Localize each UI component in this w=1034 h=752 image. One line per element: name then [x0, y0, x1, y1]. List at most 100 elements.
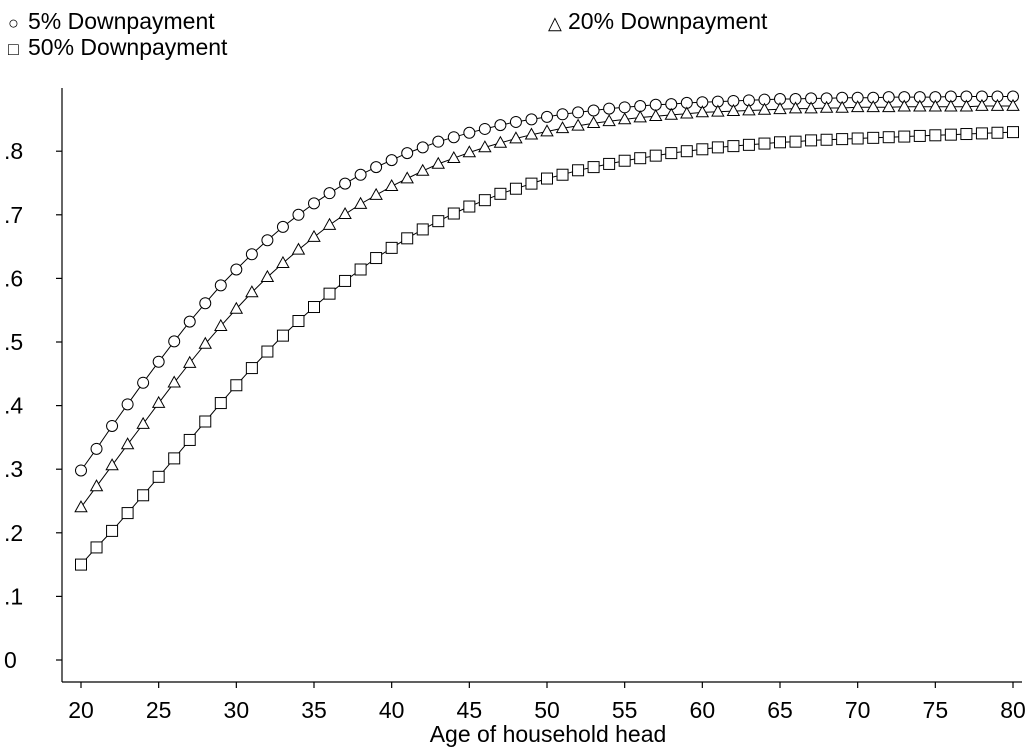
data-point-square: [696, 143, 709, 156]
data-point-triangle: [602, 114, 616, 127]
data-point-square: [541, 172, 553, 185]
data-point-circle: [199, 297, 212, 310]
data-point-circle: [603, 102, 616, 115]
data-point-square: [789, 135, 802, 148]
data-point-square: [106, 524, 119, 537]
x-tick-label: 20: [68, 697, 94, 723]
y-tick-label: .2: [4, 520, 23, 546]
data-point-circle: [106, 419, 119, 432]
data-point-square: [882, 131, 895, 144]
legend-label-50pct: 50% Downpayment: [28, 34, 228, 60]
y-tick-label: 0: [4, 647, 17, 673]
data-point-triangle: [462, 145, 477, 158]
x-tick-label: 50: [534, 697, 560, 723]
x-tick-label: 40: [379, 697, 405, 723]
data-point-triangle: [928, 99, 943, 112]
x-tick-label: 55: [612, 697, 638, 723]
data-point-square: [649, 149, 662, 162]
data-point-square: [509, 182, 522, 195]
data-point-square: [913, 129, 926, 142]
data-point-circle: [618, 101, 631, 114]
data-point-triangle: [680, 106, 694, 119]
data-point-circle: [416, 141, 429, 154]
data-point-circle: [75, 464, 87, 477]
data-point-triangle: [1006, 98, 1020, 111]
legend-item-50pct: □ 50% Downpayment: [8, 34, 227, 62]
data-point-circle: [308, 197, 320, 210]
x-tick-label: 70: [845, 697, 871, 723]
data-point-circle: [572, 106, 585, 119]
data-point-square: [432, 215, 445, 228]
data-point-circle: [261, 234, 274, 247]
data-point-triangle: [726, 103, 741, 116]
data-point-square: [385, 241, 398, 254]
square-marker-icon: □: [8, 39, 19, 59]
triangle-marker-icon: △: [548, 13, 562, 33]
data-point-triangle: [524, 127, 539, 140]
data-point-square: [245, 362, 258, 375]
circle-marker-icon: ○: [8, 13, 19, 33]
data-point-triangle: [509, 131, 523, 144]
legend-label-5pct: 5% Downpayment: [28, 8, 215, 34]
data-point-triangle: [555, 121, 570, 134]
data-point-circle: [634, 100, 647, 113]
x-tick-label: 60: [690, 697, 716, 723]
data-point-circle: [323, 187, 336, 200]
data-point-triangle: [881, 100, 896, 113]
data-point-square: [820, 133, 833, 146]
data-point-square: [308, 301, 320, 314]
data-point-circle: [276, 220, 289, 233]
y-tick-label: .5: [4, 329, 23, 355]
data-point-square: [556, 168, 569, 181]
data-point-square: [742, 138, 755, 151]
data-point-circle: [121, 398, 134, 411]
data-point-circle: [137, 376, 150, 389]
data-point-triangle: [322, 217, 337, 230]
data-point-triangle: [571, 118, 585, 131]
data-point-square: [851, 132, 864, 145]
x-tick-label: 45: [457, 697, 483, 723]
x-tick-label: 25: [146, 697, 172, 723]
data-point-triangle: [369, 187, 383, 200]
y-tick-label: .8: [4, 138, 23, 164]
data-point-square: [75, 558, 87, 571]
data-point-square: [587, 161, 600, 174]
data-point-circle: [525, 113, 538, 126]
data-point-triangle: [540, 124, 554, 137]
data-point-circle: [385, 154, 398, 167]
data-point-triangle: [276, 255, 290, 268]
data-point-triangle: [664, 107, 679, 120]
data-point-triangle: [74, 500, 88, 513]
data-point-square: [975, 127, 988, 140]
data-point-square: [572, 164, 585, 177]
x-tick-label: 30: [224, 697, 250, 723]
x-tick-label: 65: [767, 697, 793, 723]
data-point-square: [991, 126, 1004, 139]
data-point-square: [121, 507, 134, 520]
data-point-triangle: [913, 99, 927, 112]
data-point-square: [463, 200, 476, 213]
x-tick-label: 75: [923, 697, 949, 723]
data-point-triangle: [214, 318, 228, 331]
data-point-triangle: [307, 229, 321, 242]
data-point-triangle: [819, 100, 834, 113]
data-point-square: [214, 397, 227, 410]
data-point-square: [401, 232, 414, 245]
data-point-triangle: [229, 301, 244, 314]
data-point-triangle: [804, 101, 818, 114]
data-point-circle: [556, 108, 569, 121]
x-tick-label: 35: [301, 697, 327, 723]
data-point-square: [1007, 126, 1019, 139]
data-point-triangle: [586, 115, 601, 129]
data-point-square: [727, 140, 740, 153]
data-point-square: [354, 263, 367, 276]
x-tick-label: 80: [1000, 697, 1026, 723]
data-point-square: [478, 194, 491, 207]
data-point-triangle: [447, 150, 461, 164]
data-point-circle: [183, 315, 196, 328]
data-point-square: [323, 287, 336, 300]
data-point-circle: [90, 442, 103, 455]
data-point-triangle: [431, 156, 446, 169]
data-point-square: [836, 133, 849, 146]
